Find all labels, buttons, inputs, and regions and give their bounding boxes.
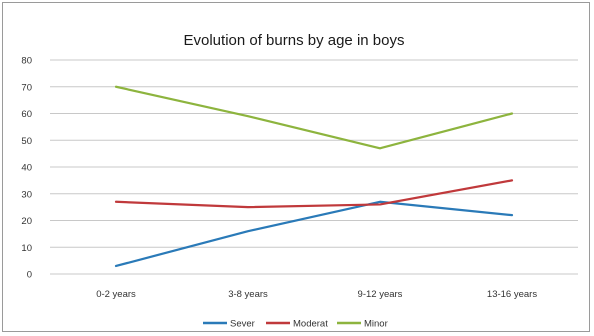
series-lines — [114, 85, 514, 268]
legend-label: Sever — [230, 319, 255, 330]
y-tick-label: 30 — [21, 189, 32, 200]
series-line-moderat — [114, 179, 514, 209]
y-tick-label: 40 — [21, 163, 32, 174]
legend-label: Moderat — [293, 319, 328, 330]
series-line-sever — [114, 200, 514, 268]
x-axis-ticks: 0-2 years 3-8 years 9-12 years 13-16 years — [96, 289, 537, 300]
legend-item-minor: Minor — [337, 319, 388, 330]
legend: Sever Moderat Minor — [203, 319, 388, 330]
x-tick-label: 9-12 years — [358, 289, 403, 300]
x-tick-label: 3-8 years — [228, 289, 268, 300]
y-tick-label: 60 — [21, 109, 32, 120]
x-tick-label: 13-16 years — [487, 289, 537, 300]
y-tick-label: 20 — [21, 216, 32, 227]
legend-item-moderat: Moderat — [266, 319, 328, 330]
x-tick-label: 0-2 years — [96, 289, 136, 300]
y-tick-label: 50 — [21, 136, 32, 147]
gridlines — [50, 59, 578, 275]
y-tick-label: 0 — [27, 270, 32, 281]
series-line-minor — [114, 85, 514, 150]
chart-title: Evolution of burns by age in boys — [184, 32, 405, 49]
y-tick-label: 10 — [21, 243, 32, 254]
y-tick-label: 80 — [21, 56, 32, 67]
y-tick-label: 70 — [21, 82, 32, 93]
legend-label: Minor — [364, 319, 388, 330]
y-axis-ticks: 0 10 20 30 40 50 60 70 80 — [21, 56, 32, 281]
legend-item-sever: Sever — [203, 319, 255, 330]
